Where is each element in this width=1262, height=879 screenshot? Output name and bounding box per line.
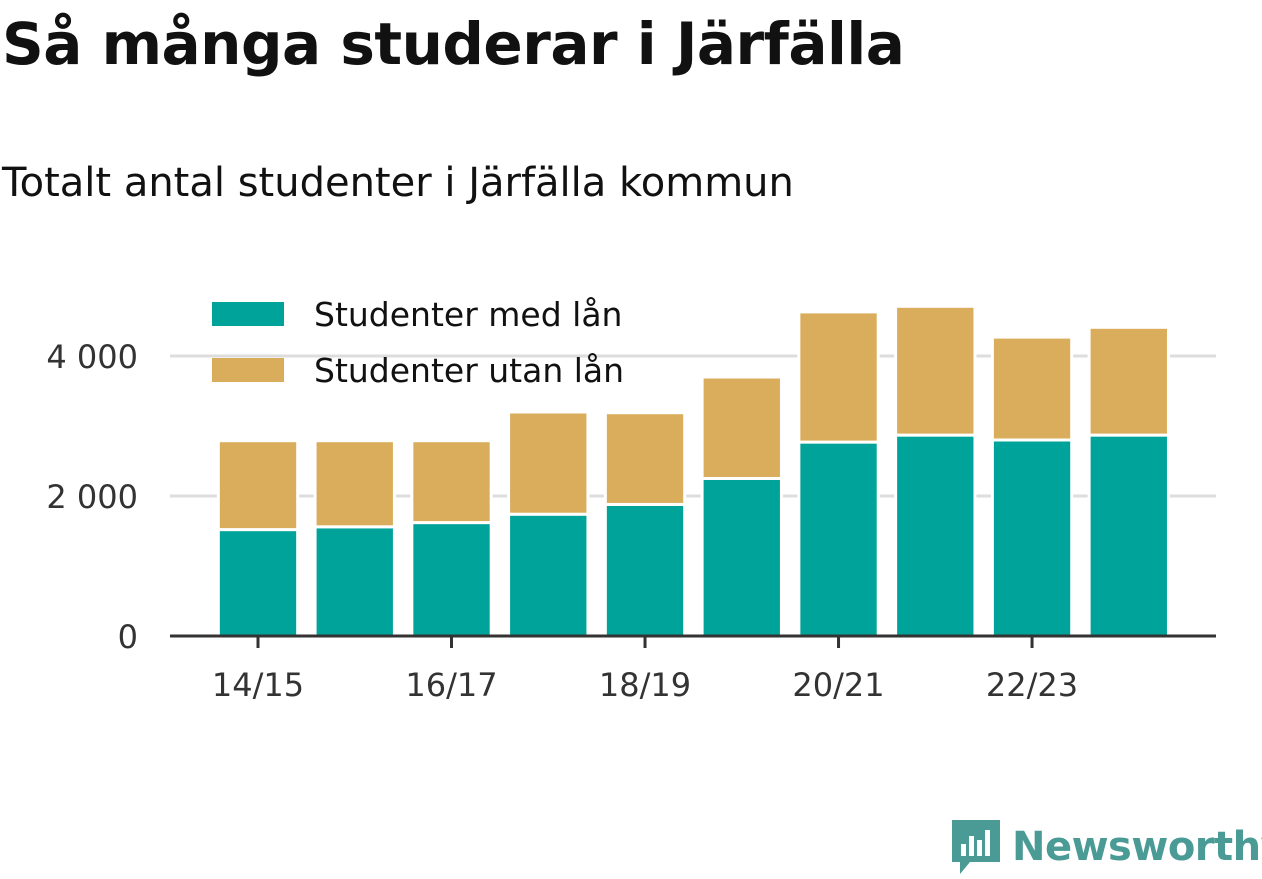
bar-segment-med-lan-19-20 [700,477,783,638]
y-tick-label: 4 000 [46,338,138,376]
x-tick-label: 18/19 [599,666,691,704]
bar-segment-utan-lan-15-16 [313,439,396,529]
bar-segment-med-lan-16-17 [410,521,493,638]
bar-segment-med-lan-17-18 [507,512,590,638]
bar-segment-utan-lan-18-19 [603,411,687,506]
bar-segment-utan-lan-23-24 [1087,325,1170,437]
axes: 0 2 000 4 000 14/15 16/17 18/19 20/21 22/23 [46,338,1216,704]
legend: Studenter med lån Studenter utan lån [212,295,624,390]
bar-segment-med-lan-18-19 [603,502,687,638]
bar-segment-utan-lan-16-17 [410,439,493,525]
legend-label: Studenter med lån [314,295,622,334]
chart-title: Så många studerar i Järfälla [2,10,905,78]
bar-segment-med-lan-20-21 [797,440,880,638]
bar-segment-utan-lan-17-18 [507,410,590,516]
legend-label: Studenter utan lån [314,351,624,390]
bar-segment-med-lan-22-23 [990,438,1074,638]
bar-segment-utan-lan-22-23 [990,335,1074,442]
bar-segment-med-lan-14-15 [216,528,300,638]
legend-swatch [212,302,284,326]
y-tick-label: 2 000 [46,478,138,516]
x-tick-label: 20/21 [792,666,884,704]
bar-segment-med-lan-21-22 [894,433,977,638]
brand-logo: Newsworthy [950,818,1262,876]
legend-swatch [212,358,284,382]
x-tick-label: 22/23 [986,666,1078,704]
bar-segment-utan-lan-20-21 [797,310,880,444]
x-tick-label: 14/15 [212,666,304,704]
bar-segment-med-lan-23-24 [1087,433,1170,638]
bar-segment-med-lan-15-16 [313,525,396,638]
bar-segment-utan-lan-21-22 [894,304,977,437]
x-tick-label: 16/17 [405,666,497,704]
bars [216,304,1170,638]
chart-subtitle: Totalt antal studenter i Järfälla kommun [2,160,794,206]
bar-segment-utan-lan-19-20 [700,375,783,480]
newsworthy-logo-icon [952,820,1000,874]
y-tick-label: 0 [118,618,138,656]
brand-name: Newsworthy [1012,824,1262,870]
bar-segment-utan-lan-14-15 [216,439,300,532]
